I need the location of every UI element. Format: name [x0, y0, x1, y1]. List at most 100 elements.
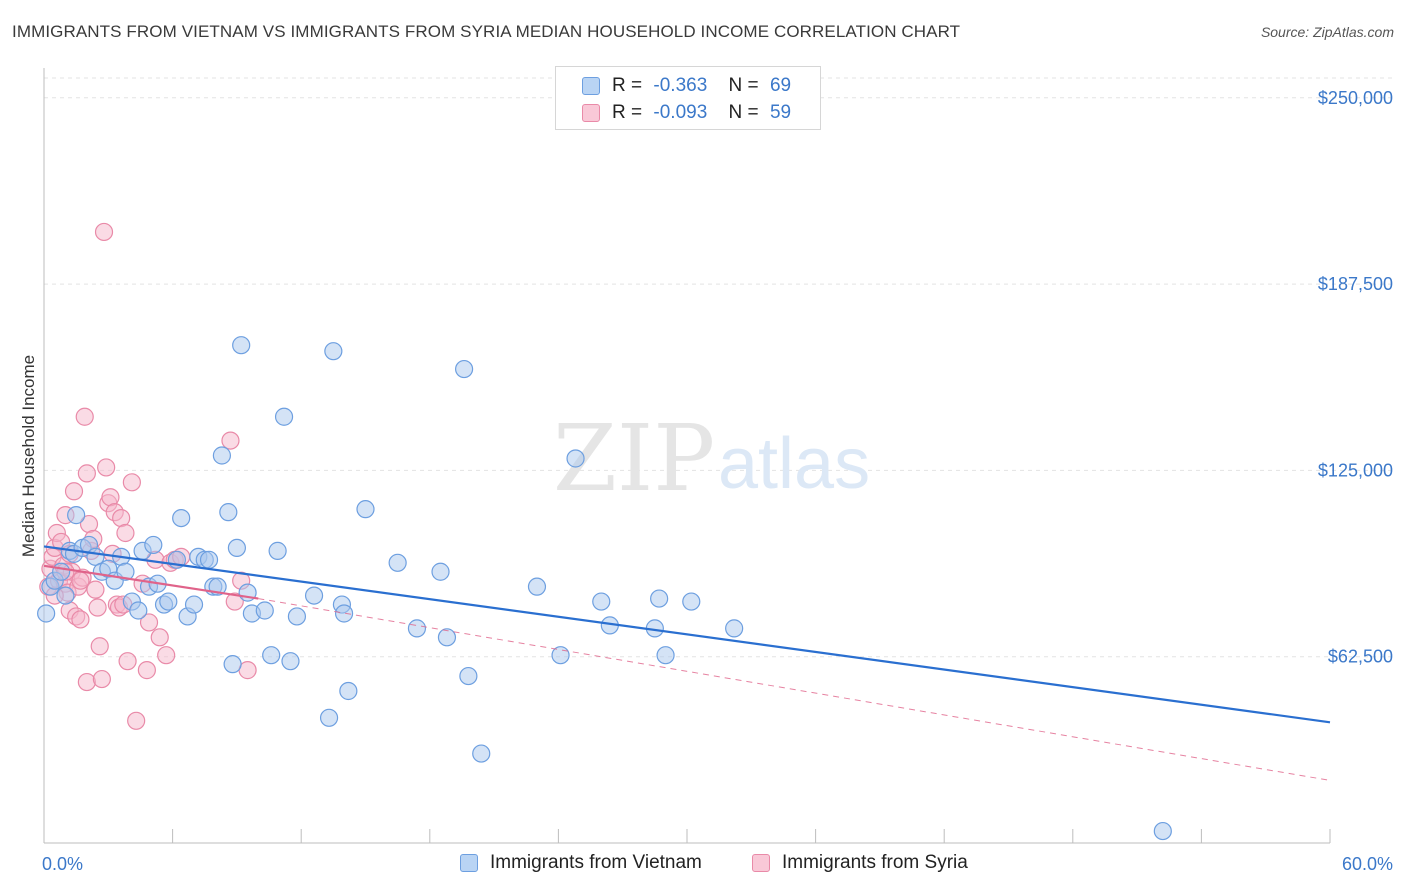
syria-point: [90, 637, 109, 656]
vietnam-point: [388, 553, 407, 572]
vietnam-point: [255, 601, 274, 620]
vietnam-point: [1153, 821, 1172, 841]
vietnam-point: [212, 446, 231, 465]
vietnam-point: [356, 500, 375, 519]
syria-point: [64, 482, 84, 501]
syria-point: [137, 661, 156, 680]
syria-trend-line: [43, 564, 259, 600]
syria-point: [92, 669, 111, 689]
vietnam-point: [334, 604, 354, 623]
watermark: ZIP atlas: [553, 405, 870, 512]
vietnam-point: [199, 550, 219, 569]
syria-point: [77, 464, 96, 483]
vietnam-point: [407, 619, 427, 638]
legend-r-value-syria: -0.093: [653, 102, 708, 123]
vietnam-point: [281, 652, 300, 671]
syria-point: [139, 613, 159, 632]
y-tick-label: $62,500: [1328, 647, 1393, 667]
syria-swatch: [582, 104, 600, 122]
legend-n-value-vietnam: 69: [769, 75, 792, 96]
vietnam-point: [437, 628, 457, 647]
vietnam-point: [324, 342, 343, 361]
source-label: Source: ZipAtlas.com: [1260, 24, 1394, 40]
vietnam-point: [650, 589, 669, 608]
vietnam-point: [656, 646, 675, 665]
syria-point: [118, 652, 137, 671]
syria-swatch: [752, 854, 770, 872]
vietnam-points: [37, 336, 1172, 841]
syria-point: [116, 523, 135, 543]
vietnam-point: [52, 562, 71, 581]
vietnam-point: [274, 407, 294, 426]
syria-point: [221, 431, 240, 450]
vietnam-point: [227, 538, 246, 558]
syria-point: [88, 598, 107, 617]
vietnam-point: [268, 541, 287, 560]
syria-point: [157, 646, 176, 665]
chart-title: IMMIGRANTS FROM VIETNAM VS IMMIGRANTS FR…: [12, 22, 961, 41]
syria-point: [94, 222, 114, 242]
vietnam-point: [219, 503, 238, 522]
x-tick-label-min: 0.0%: [42, 854, 83, 874]
syria-point: [71, 571, 90, 590]
vietnam-point: [682, 592, 701, 611]
vietnam-point: [454, 359, 474, 379]
vietnam-point: [527, 577, 547, 596]
syria-point: [150, 628, 169, 647]
correlation-legend: R = -0.363 N = 69 R = -0.093 N = 59: [555, 66, 821, 130]
y-tick-label: $187,500: [1318, 274, 1393, 294]
syria-point: [86, 580, 105, 599]
syria-point: [71, 610, 90, 629]
syria-point: [77, 672, 96, 692]
syria-point: [97, 458, 116, 477]
trend-lines: [43, 545, 1331, 781]
legend-label-vietnam: Immigrants from Vietnam: [490, 852, 702, 873]
vietnam-point: [431, 562, 450, 581]
syria-point: [122, 473, 141, 492]
vietnam-point: [339, 681, 358, 701]
y-tick-label: $125,000: [1318, 460, 1393, 480]
watermark-atlas: atlas: [718, 424, 870, 504]
y-tick-labels: $62,500 $125,000 $187,500 $250,000: [1318, 88, 1393, 667]
vietnam-point: [129, 601, 148, 620]
axes: [43, 68, 1331, 844]
syria-point: [75, 407, 94, 426]
x-tick-label-max: 60.0%: [1342, 854, 1393, 874]
vietnam-point: [172, 508, 191, 528]
syria-point: [112, 508, 131, 528]
vietnam-point: [725, 619, 744, 638]
syria-points: [39, 222, 257, 730]
vietnam-point: [566, 449, 585, 468]
vietnam-point: [304, 586, 324, 605]
legend-label-syria: Immigrants from Syria: [782, 852, 968, 873]
syria-point: [101, 488, 120, 507]
gridlines: [44, 77, 1395, 658]
legend-n-label: N =: [728, 75, 759, 96]
vietnam-point: [116, 562, 135, 581]
legend-n-label: N =: [728, 102, 759, 123]
y-tick-label: $250,000: [1318, 88, 1393, 108]
syria-point: [127, 711, 146, 730]
vietnam-point: [56, 586, 75, 605]
vietnam-point: [184, 595, 204, 614]
vietnam-point: [262, 646, 281, 665]
vietnam-point: [223, 655, 242, 674]
vietnam-point: [67, 506, 86, 525]
vietnam-point: [287, 607, 307, 626]
vietnam-point: [472, 744, 491, 763]
legend-n-value-syria: 59: [769, 102, 792, 123]
vietnam-swatch: [582, 77, 600, 95]
legend-r-value-vietnam: -0.363: [653, 75, 708, 96]
vietnam-point: [319, 708, 339, 727]
syria-trend-extension: [258, 598, 1331, 781]
vietnam-point: [459, 666, 478, 686]
syria-point: [225, 592, 244, 611]
legend-r-label: R =: [612, 102, 643, 123]
vietnam-point: [232, 336, 251, 355]
vietnam-point: [159, 592, 178, 611]
legend-r-label: R =: [612, 75, 643, 96]
vietnam-swatch: [460, 854, 478, 872]
vietnam-point: [592, 592, 611, 611]
vietnam-point: [144, 535, 163, 555]
